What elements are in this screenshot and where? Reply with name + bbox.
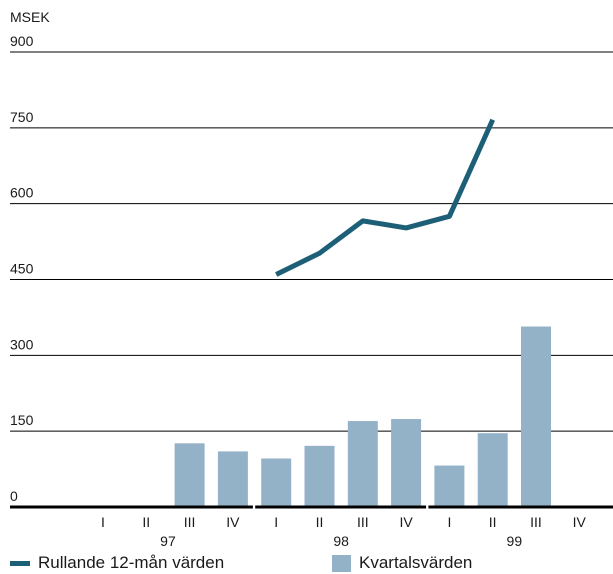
bar — [304, 445, 335, 507]
x-tick-label: IV — [399, 514, 413, 530]
x-tick-label: II — [316, 514, 324, 530]
legend-line-label: Rullande 12-mån värden — [38, 553, 225, 572]
bar — [521, 326, 551, 507]
x-tick-label: IV — [573, 514, 587, 530]
bar — [347, 421, 378, 507]
y-tick-label: 150 — [10, 412, 34, 428]
bar — [261, 458, 292, 507]
bar — [217, 451, 248, 507]
x-tick-label: I — [274, 514, 278, 530]
legend-bar-swatch — [332, 554, 351, 572]
series-line — [275, 118, 495, 277]
x-tick-label: I — [101, 514, 105, 530]
legend-line-swatch — [10, 560, 30, 566]
y-tick-label: 750 — [10, 109, 34, 125]
y-tick-label: 600 — [10, 185, 34, 201]
legend-line-item: Rullande 12-mån värden — [10, 553, 224, 573]
bar — [434, 465, 465, 507]
y-tick-label: 900 — [10, 33, 34, 49]
x-year-label: 98 — [333, 533, 349, 549]
x-tick-label: III — [530, 514, 542, 530]
x-tick-label: II — [142, 514, 150, 530]
x-tick-label: II — [489, 514, 497, 530]
bar — [174, 443, 205, 507]
x-tick-label: I — [447, 514, 451, 530]
legend-bar-label: Kvartalsvärden — [359, 553, 473, 572]
y-tick-label: 300 — [10, 336, 34, 352]
legend-bar-item: Kvartalsvärden — [332, 553, 472, 573]
x-year-label: 99 — [507, 533, 523, 549]
y-tick-label: 450 — [10, 261, 34, 277]
x-tick-label: IV — [226, 514, 240, 530]
x-year-label: 97 — [160, 533, 176, 549]
y-tick-label: 0 — [10, 488, 18, 504]
y-axis-label: MSEK — [10, 9, 50, 25]
bar — [391, 419, 422, 507]
x-tick-label: III — [184, 514, 196, 530]
bar — [477, 433, 508, 507]
x-tick-label: III — [357, 514, 369, 530]
